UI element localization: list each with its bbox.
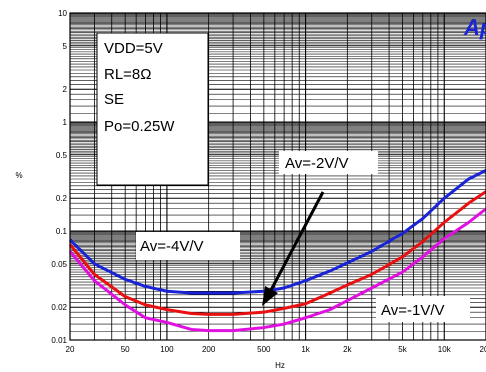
annotation-av-2: Av=-2V/V xyxy=(279,151,378,174)
x-tick-label: 50 xyxy=(121,345,130,354)
condition-vdd: VDD=5V xyxy=(104,40,163,57)
annotation-av-4-bg xyxy=(136,232,240,260)
annotation-av-4-label: Av=-4V/V xyxy=(140,238,204,255)
series-line-3 xyxy=(68,207,486,333)
x-tick-label: 200 xyxy=(202,345,216,354)
x-tick-label: 20k xyxy=(480,345,486,354)
y-tick-label: 0.5 xyxy=(56,151,68,160)
x-axis-label: Hz xyxy=(275,361,285,370)
annotation-av-2-bg xyxy=(279,151,378,174)
annotation-av-1: Av=-1V/V xyxy=(376,296,470,322)
y-tick-label: 0.2 xyxy=(56,194,68,203)
conditions-box-bg xyxy=(96,32,209,186)
x-tick-label: 100 xyxy=(160,345,174,354)
y-tick-label: 1 xyxy=(63,118,68,127)
y-axis-label: % xyxy=(15,171,22,180)
series-line-1 xyxy=(68,169,486,295)
x-tick-label: 2k xyxy=(343,345,352,354)
condition-rl: RL=8Ω xyxy=(104,66,152,83)
x-tick-label: 500 xyxy=(257,345,271,354)
y-tick-label: 2 xyxy=(63,85,68,94)
plot-border xyxy=(69,12,486,341)
curves xyxy=(68,169,486,333)
y-tick-label: 10 xyxy=(58,9,67,18)
y-tick-label: 0.02 xyxy=(51,303,67,312)
condition-mode: SE xyxy=(104,91,124,108)
annotation-av-1-label: Av=-1V/V xyxy=(381,302,445,319)
condition-po: Po=0.25W xyxy=(104,118,175,135)
y-tick-label: 0.01 xyxy=(51,336,67,345)
series-line-2 xyxy=(68,190,486,316)
x-tick-label: 10k xyxy=(438,345,452,354)
pointer-arrow-shaft xyxy=(268,191,325,293)
y-tick-label: 0.1 xyxy=(56,227,68,236)
y-tick-label: 0.05 xyxy=(51,260,67,269)
x-tick-label: 20 xyxy=(66,345,75,354)
y-tick-labels: 10 5 2 1 0.5 0.2 0.1 0.05 0.02 0.01 xyxy=(51,9,67,345)
x-tick-labels: 20 50 100 200 500 1k 2k 5k 10k 20k xyxy=(66,345,486,354)
x-tick-label: 1k xyxy=(301,345,310,354)
logo-mark: Ap xyxy=(463,15,486,40)
y-tick-label: 5 xyxy=(63,42,68,51)
plot-frame xyxy=(69,12,486,341)
annotation-av-2-label: Av=-2V/V xyxy=(285,155,349,172)
annotation-av-1-bg xyxy=(376,296,470,322)
x-tick-label: 5k xyxy=(398,345,407,354)
conditions-box: VDD=5V RL=8Ω SE Po=0.25W xyxy=(96,32,209,186)
pointer-arrow xyxy=(262,191,325,306)
pointer-arrow-head xyxy=(262,286,278,306)
annotation-av-4: Av=-4V/V xyxy=(136,232,240,260)
